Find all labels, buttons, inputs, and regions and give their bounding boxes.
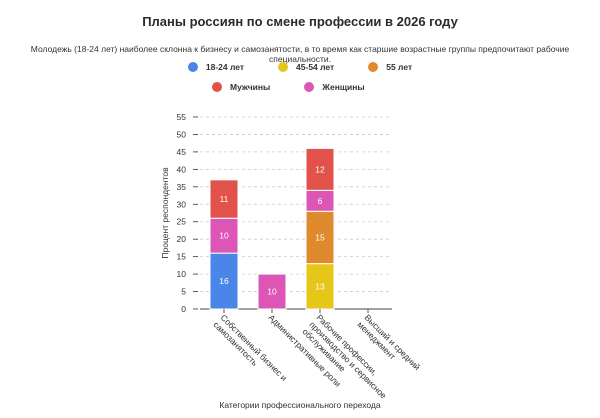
bar-value-label: 12 [315, 164, 325, 174]
bar-value-label: 6 [318, 196, 323, 206]
y-tick-label: 5 [181, 287, 186, 297]
y-tick-label: 30 [177, 199, 187, 209]
y-tick-label: 10 [177, 269, 187, 279]
y-tick-label: 55 [177, 112, 187, 122]
y-tick-label: 25 [177, 217, 187, 227]
y-tick-label: 0 [181, 304, 186, 314]
bar-value-label: 10 [219, 231, 229, 241]
bar-value-label: 15 [315, 232, 325, 242]
y-tick-label: 40 [177, 164, 187, 174]
y-tick-label: 45 [177, 147, 187, 157]
bar-value-label: 10 [267, 287, 277, 297]
y-tick-label: 20 [177, 234, 187, 244]
y-tick-label: 15 [177, 252, 187, 262]
x-axis-title: Категории профессионального перехода [0, 400, 600, 410]
bar-value-label: 16 [219, 276, 229, 286]
bar-value-label: 11 [220, 194, 229, 204]
stacked-bar-chart: 0 5 10 15 20 25 30 35 40 45 50 55 Процент респондент… [0, 0, 600, 418]
y-axis-title: Процент респондентов [160, 167, 170, 259]
y-tick-label: 50 [177, 129, 187, 139]
bar-value-label: 13 [315, 281, 325, 291]
y-tick-label: 35 [177, 182, 187, 192]
